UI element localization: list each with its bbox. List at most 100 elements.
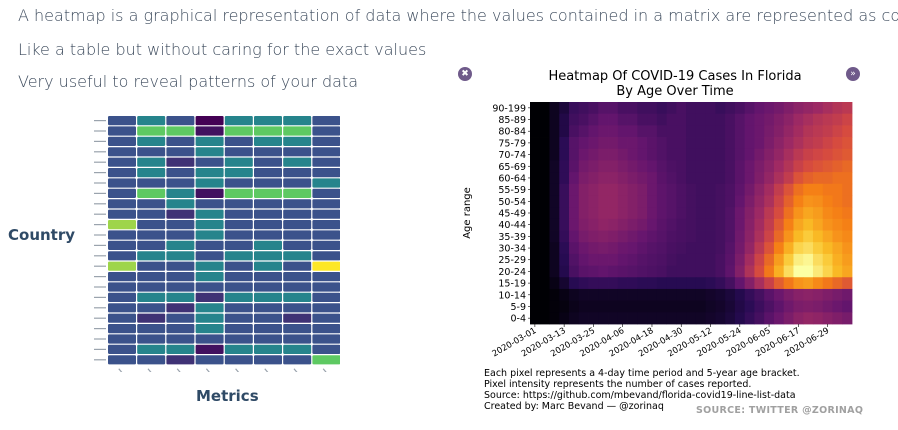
heatmap-pixel [754,195,765,208]
heatmap-pixel [549,137,560,150]
heatmap-pixel [637,137,648,150]
heatmap-pixel [559,148,570,161]
heatmap-cell [166,282,195,292]
heatmap-cell [108,334,136,344]
heatmap-cell [166,178,195,188]
heatmap-pixel [530,312,541,325]
heatmap-pixel [647,102,658,115]
heatmap-cell [108,344,136,354]
heatmap-pixel [530,183,541,196]
heatmap-pixel [754,113,765,126]
heatmap-pixel [812,172,824,185]
heatmap-cell [283,282,312,292]
heatmap-pixel [832,230,843,243]
heatmap-pixel [812,160,824,173]
heatmap-pixel [695,312,707,325]
heatmap-pixel [842,312,853,325]
chevron-left-icon[interactable]: ✖ [458,67,472,81]
heatmap-pixel [539,242,550,255]
heatmap-cell [108,303,136,313]
heatmap-cell [254,240,282,250]
heatmap-pixel [803,288,814,302]
heatmap-pixel [822,125,833,138]
heatmap-pixel [569,160,580,173]
caption-line: Source: https://github.com/mbevand/flori… [484,390,796,401]
heatmap-pixel [812,148,824,161]
heatmap-cell [195,209,224,219]
heatmap-cell [283,199,312,209]
heatmap-pixel [588,265,599,278]
heatmap-cell [108,261,136,271]
heatmap-pixel [627,277,638,290]
heatmap-pixel [754,253,765,266]
heatmap-cell [137,199,166,209]
heatmap-pixel [686,218,697,231]
heatmap-pixel [832,183,843,196]
heatmap-cell [108,355,136,365]
heatmap-cell [137,282,166,292]
heatmap-cell [195,230,224,240]
heatmap-pixel [705,312,716,325]
age-tick-label: 35-39 [498,232,526,243]
heatmap-pixel [715,137,726,150]
heatmap-pixel [773,265,785,278]
heatmap-pixel [656,230,668,243]
heatmap-pixel [588,125,599,138]
heatmap-pixel [695,207,707,220]
heatmap-pixel [569,277,580,290]
heatmap-pixel [559,253,570,266]
heatmap-cell [108,292,136,302]
heatmap-cell [312,168,340,178]
heatmap-pixel [676,312,687,325]
heatmap-cell [224,303,253,313]
heatmap-pixel [530,102,541,115]
heatmap-pixel [588,172,599,185]
heatmap-pixel [608,265,619,278]
heatmap-cell [224,209,253,219]
heatmap-pixel [676,183,687,196]
heatmap-pixel [705,102,716,115]
heatmap-pixel [842,277,853,290]
heatmap-pixel [812,183,824,196]
heatmap-pixel [647,230,658,243]
heatmap-pixel [676,242,687,255]
heatmap-pixel [832,300,843,313]
heatmap-pixel [588,137,599,150]
heatmap-pixel [539,277,550,290]
heatmap-pixel [686,102,697,115]
heatmap-pixel [725,137,736,150]
heatmap-pixel [832,207,843,220]
heatmap-pixel [549,207,560,220]
heatmap-cell [137,136,166,146]
heatmap-pixel [715,125,726,138]
heatmap-pixel [803,172,814,185]
heatmap-pixel [627,242,638,255]
heatmap-cell [137,147,166,157]
heatmap-pixel [695,172,707,185]
heatmap-pixel [608,172,619,185]
chevron-right-icon[interactable]: » [846,67,860,81]
heatmap-pixel [812,137,824,150]
heatmap-pixel [578,137,589,150]
heatmap-pixel [656,312,668,325]
heatmap-pixel [822,183,833,196]
heatmap-pixel [559,288,570,302]
heatmap-pixel [725,218,736,231]
heatmap-pixel [666,148,677,161]
heatmap-pixel [734,218,746,231]
heatmap-pixel [695,195,707,208]
heatmap-pixel [588,148,599,161]
heatmap-pixel [676,277,687,290]
heatmap-pixel [647,312,658,325]
heatmap-cell [312,209,340,219]
heatmap-pixel [608,312,619,325]
metric-col-tick [235,368,243,372]
heatmap-pixel [822,102,833,115]
heatmap-pixel [676,125,687,138]
heatmap-pixel [725,312,736,325]
heatmap-pixel [530,113,541,126]
heatmap-pixel [773,207,785,220]
age-tick-label: 65-69 [498,162,526,173]
heatmap-cell [312,261,340,271]
heatmap-pixel [773,230,785,243]
